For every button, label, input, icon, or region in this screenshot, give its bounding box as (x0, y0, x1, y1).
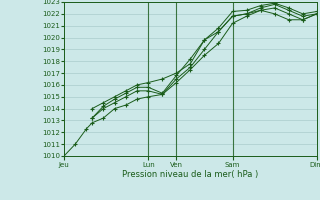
X-axis label: Pression niveau de la mer( hPa ): Pression niveau de la mer( hPa ) (122, 170, 259, 179)
